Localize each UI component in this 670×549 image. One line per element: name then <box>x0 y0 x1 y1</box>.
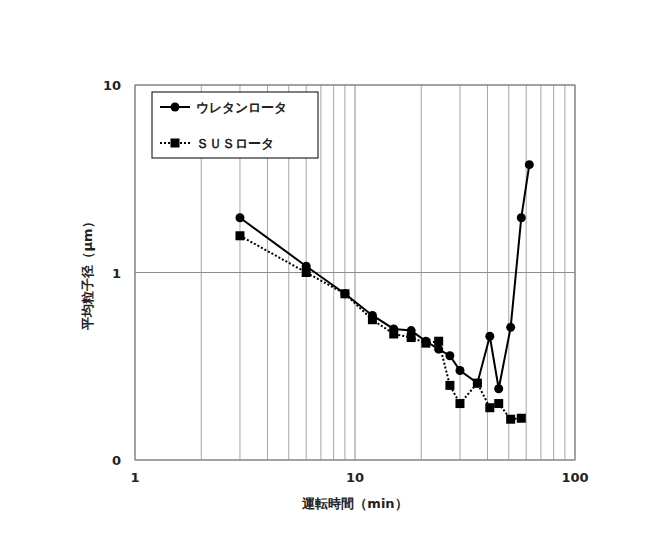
legend-label: ＳＵＳロータ <box>196 136 274 151</box>
series-line <box>240 236 521 419</box>
legend: ウレタンロータ ＳＵＳロータ <box>152 92 318 158</box>
series-line <box>240 165 529 389</box>
data-point <box>506 415 515 424</box>
data-point <box>445 351 454 360</box>
data-point <box>473 379 482 388</box>
data-point <box>235 231 244 240</box>
legend-marker <box>171 103 180 112</box>
series-group <box>235 160 533 424</box>
y-tick-label: 0 <box>112 453 121 468</box>
x-tick-label: 1 <box>130 470 139 485</box>
data-point <box>407 333 416 342</box>
data-point <box>340 289 349 298</box>
legend-label: ウレタンロータ <box>196 100 287 115</box>
y-axis-label: 平均粒子径（μm） <box>80 215 95 330</box>
data-point <box>473 379 482 388</box>
y-tick-label: 1 <box>112 266 121 281</box>
legend-box <box>152 92 318 158</box>
data-point <box>368 315 377 324</box>
x-tick-label: 100 <box>561 470 588 485</box>
data-point <box>455 399 464 408</box>
data-point <box>485 403 494 412</box>
chart: 1101000110運転時間（min）平均粒子径（μm）ウレタンロータＳＵＳロー… <box>0 0 670 549</box>
data-point <box>517 414 526 423</box>
data-point <box>525 160 534 169</box>
data-point <box>506 323 515 332</box>
data-point <box>302 268 311 277</box>
x-tick-label: 10 <box>346 470 364 485</box>
x-axis-label: 運転時間（min） <box>301 496 407 511</box>
data-point <box>434 337 443 346</box>
data-point <box>340 289 349 298</box>
data-point <box>485 332 494 341</box>
data-point <box>494 399 503 408</box>
grid-line <box>135 272 575 273</box>
data-point <box>389 329 398 338</box>
y-tick-label: 10 <box>103 78 121 93</box>
data-point <box>517 213 526 222</box>
plot-frame <box>135 85 575 460</box>
plot-area <box>135 85 575 460</box>
data-point <box>235 213 244 222</box>
data-point <box>421 339 430 348</box>
data-point <box>494 384 503 393</box>
data-point <box>455 366 464 375</box>
legend-marker <box>171 139 180 148</box>
data-point <box>445 381 454 390</box>
